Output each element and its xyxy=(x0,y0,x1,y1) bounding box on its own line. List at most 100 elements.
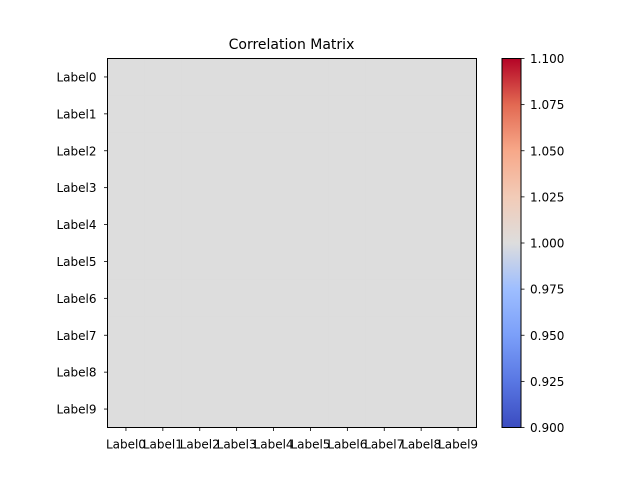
heatmap-cell xyxy=(439,132,477,170)
heatmap-cell xyxy=(107,390,145,428)
heatmap-cell xyxy=(439,95,477,133)
y-axis: Label0 Label1 Label2 Label3 Label4 Label5 Labe… xyxy=(56,70,108,417)
heatmap-cell xyxy=(218,316,256,355)
heatmap-cell xyxy=(144,206,182,244)
heatmap-cell xyxy=(365,316,404,355)
heatmap-cell xyxy=(181,206,219,244)
colorbar-tick-label: 0.925 xyxy=(530,375,564,389)
heatmap-cell xyxy=(107,58,145,96)
colorbar-tick-label: 0.900 xyxy=(530,421,564,435)
heatmap-cell xyxy=(218,169,256,207)
y-tick-label: Label7 xyxy=(56,329,96,343)
y-tick-label: Label3 xyxy=(56,181,96,195)
heatmap-cell xyxy=(402,316,441,355)
y-tick-label: Label4 xyxy=(56,218,96,232)
heatmap-cell xyxy=(292,353,330,392)
plot-frame xyxy=(107,58,477,428)
heatmap-cell xyxy=(255,353,293,392)
x-tick-label: Label8 xyxy=(401,438,441,452)
colorbar-tick-label: 0.975 xyxy=(530,283,564,297)
heatmap-cell xyxy=(218,390,256,428)
y-tick-label: Label1 xyxy=(56,107,96,121)
heatmap-cell xyxy=(255,243,293,281)
x-tick-label: Label4 xyxy=(254,438,294,452)
heatmap-cell xyxy=(292,95,330,133)
heatmap-cell xyxy=(255,169,293,207)
heatmap-cell xyxy=(328,243,367,281)
heatmap-cell xyxy=(144,132,182,170)
heatmap-cell xyxy=(181,243,219,281)
heatmap-cell xyxy=(328,279,367,318)
heatmap-cell xyxy=(365,206,404,244)
heatmap-cell xyxy=(439,390,477,428)
heatmap-cell xyxy=(107,279,145,318)
heatmap-cell xyxy=(107,169,145,207)
x-tick-label: Label6 xyxy=(327,438,367,452)
heatmap-cell xyxy=(328,353,367,392)
heatmap-cell xyxy=(107,316,145,355)
heatmap-cell xyxy=(439,279,477,318)
heatmap-cell xyxy=(107,353,145,392)
heatmap-cell xyxy=(402,95,441,133)
heatmap-cell xyxy=(439,243,477,281)
heatmap-cell xyxy=(439,353,477,392)
y-tick-label: Label9 xyxy=(56,403,96,417)
heatmap-cell xyxy=(328,206,367,244)
colorbar-tick-label: 1.025 xyxy=(530,190,564,204)
y-tick-label: Label0 xyxy=(56,70,96,84)
heatmap-cell xyxy=(107,206,145,244)
heatmap-cell xyxy=(218,95,256,133)
heatmap-cell xyxy=(402,206,441,244)
heatmap-cell xyxy=(328,58,367,96)
heatmap-cell xyxy=(439,316,477,355)
heatmap-cell xyxy=(292,169,330,207)
heatmap-cell xyxy=(292,316,330,355)
heatmap-cell xyxy=(181,353,219,392)
heatmap-cell xyxy=(181,58,219,96)
heatmap-cell xyxy=(365,169,404,207)
heatmap-cell xyxy=(365,390,404,428)
heatmap-cell xyxy=(402,279,441,318)
heatmap-cell xyxy=(328,390,367,428)
colorbar xyxy=(502,58,521,428)
heatmap-cell xyxy=(181,316,219,355)
heatmap-cell xyxy=(181,169,219,207)
y-tick-label: Label2 xyxy=(56,144,96,158)
heatmap-cell xyxy=(328,132,367,170)
x-tick-label: Label7 xyxy=(364,438,404,452)
x-tick-label: Label5 xyxy=(290,438,330,452)
heatmap-cell xyxy=(292,132,330,170)
colorbar-tick-label: 0.950 xyxy=(530,329,564,343)
heatmap-cell xyxy=(144,95,182,133)
y-tick-label: Label6 xyxy=(56,292,96,306)
colorbar-axis: 0.900 0.925 0.950 0.975 1.000 1.025 1.050 1.075… xyxy=(521,52,564,435)
heatmap-cell xyxy=(365,353,404,392)
heatmap-cell xyxy=(218,243,256,281)
x-tick-label: Label1 xyxy=(143,438,183,452)
y-tick-label: Label8 xyxy=(56,366,96,380)
heatmap-cell xyxy=(144,316,182,355)
heatmap-cell xyxy=(439,169,477,207)
heatmap-cell xyxy=(107,243,145,281)
heatmap-cell xyxy=(292,58,330,96)
heatmap-cell xyxy=(402,132,441,170)
heatmap-cell xyxy=(402,243,441,281)
heatmap-cell xyxy=(107,95,145,133)
heatmap-cell xyxy=(144,169,182,207)
x-tick-label: Label0 xyxy=(106,438,146,452)
heatmap-cell xyxy=(218,132,256,170)
colorbar-tick-label: 1.050 xyxy=(530,144,564,158)
heatmap-cell xyxy=(439,206,477,244)
heatmap-cell xyxy=(402,353,441,392)
heatmap-cell xyxy=(255,95,293,133)
heatmap-cell xyxy=(255,206,293,244)
x-tick-label: Label3 xyxy=(217,438,257,452)
heatmap-cell xyxy=(181,279,219,318)
heatmap-cell xyxy=(328,316,367,355)
heatmap-cell xyxy=(218,206,256,244)
heatmap-cell xyxy=(218,353,256,392)
colorbar-tick-label: 1.000 xyxy=(530,237,564,251)
colorbar-tick-label: 1.100 xyxy=(530,52,564,66)
heatmap-cell xyxy=(439,58,477,96)
